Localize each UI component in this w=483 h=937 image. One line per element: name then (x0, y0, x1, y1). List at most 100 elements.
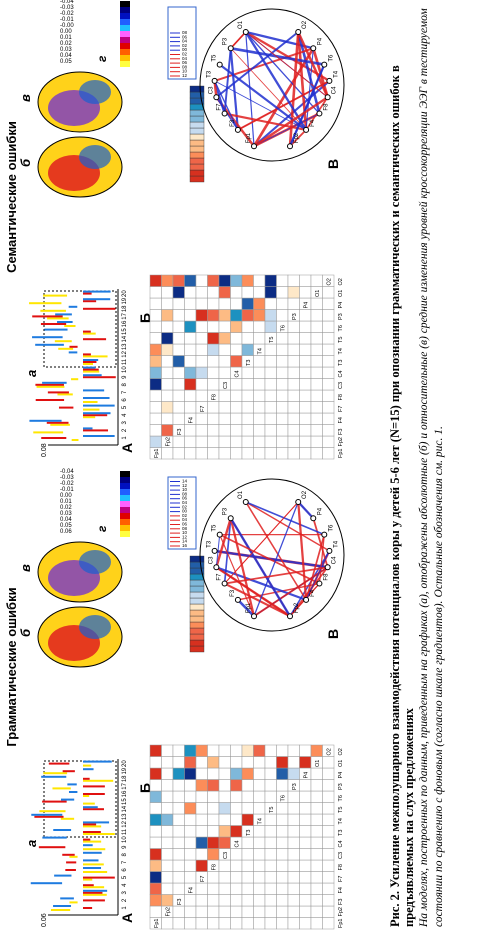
matrix-cell (230, 779, 243, 792)
scale-swatch (120, 525, 130, 531)
network-link (219, 533, 320, 585)
legend-label: 14 (182, 539, 188, 544)
bar-decor (83, 876, 115, 879)
network-link (253, 113, 320, 147)
legend-label: 04 (182, 56, 188, 61)
bar-decor (47, 317, 69, 320)
matrix-cell (253, 355, 266, 368)
bar-decor (83, 290, 111, 293)
gradient-swatch (189, 85, 205, 93)
matrix-cell (218, 882, 231, 895)
scale-label: 0.01 (60, 499, 72, 505)
matrix-cell (299, 355, 312, 368)
bar-decor (48, 762, 70, 765)
matrix-cell (253, 274, 266, 287)
matrix-cell (264, 905, 277, 918)
matrix-label: Fp2 (338, 907, 344, 916)
scale-label: 0.04 (60, 53, 72, 59)
scale-swatch (120, 43, 130, 49)
bar-decor (83, 412, 111, 415)
node (324, 564, 331, 571)
matrix-cell (310, 366, 323, 379)
matrix-cell (287, 756, 300, 769)
matrix-label: F4 (338, 417, 344, 423)
bar-decor (53, 905, 72, 907)
matrix-cell (299, 412, 312, 425)
matrix-cell (230, 882, 243, 895)
bar-decor (83, 863, 104, 866)
node (234, 126, 241, 133)
scale-swatch (120, 31, 130, 37)
x-tick-label: 15 (122, 328, 128, 335)
bar-decor (83, 397, 110, 399)
node-label: P3 (223, 507, 229, 515)
matrix-cell (218, 274, 231, 287)
matrix-cell (253, 366, 266, 379)
node-label: F4 (310, 589, 316, 597)
matrix-label: Fp2 (166, 437, 172, 446)
matrix-cell (207, 378, 220, 391)
bar-decor (35, 383, 64, 386)
bar-decor (83, 332, 96, 335)
matrix-cell (149, 825, 162, 838)
matrix-cell (287, 813, 300, 826)
matrix-cell (149, 767, 162, 780)
matrix-cell (149, 790, 162, 803)
matrix-cell (276, 332, 289, 345)
scale-swatch (120, 7, 130, 13)
matrix-label: C3 (223, 382, 229, 389)
matrix-cell (299, 756, 312, 769)
matrix-cell (184, 825, 197, 838)
matrix-cell (322, 389, 335, 402)
bar-decor (58, 347, 74, 350)
x-tick-label: 3 (122, 890, 128, 894)
matrix-cell (241, 836, 254, 849)
matrix-cell (184, 320, 197, 333)
matrix-label: P4 (304, 772, 310, 779)
matrix-cell (299, 882, 312, 895)
network-link (219, 534, 255, 617)
bar-decor (65, 869, 76, 871)
matrix-cell (184, 286, 197, 299)
matrix-cell (161, 836, 174, 849)
x-tick-label: 15 (122, 798, 128, 805)
matrix-cell (264, 435, 277, 448)
legend-label: 02 (182, 513, 188, 518)
matrix-label: T5 (269, 807, 275, 813)
bar-decor (83, 429, 109, 432)
matrix-cell (253, 905, 266, 918)
matrix-cell (299, 779, 312, 792)
matrix-label: T4 (258, 348, 264, 354)
matrix-label: T6 (281, 795, 287, 801)
matrix-cell (184, 332, 197, 345)
matrix-cell (161, 412, 174, 425)
head-zone (79, 80, 111, 104)
matrix-cell (207, 286, 220, 299)
matrix-cell (276, 366, 289, 379)
matrix-cell (310, 332, 323, 345)
matrix-label: F3 (338, 429, 344, 435)
matrix-cell (218, 917, 231, 930)
matrix-cell (299, 378, 312, 391)
bar-decor (83, 779, 114, 782)
scale-label: 0.03 (60, 47, 72, 53)
x-tick-label: 19 (122, 767, 128, 774)
matrix-cell (322, 332, 335, 345)
matrix-cell (149, 424, 162, 437)
matrix-cell (218, 859, 231, 872)
scale-swatch (120, 25, 130, 31)
matrix-cell (264, 297, 277, 310)
x-tick-label: 16 (122, 790, 128, 797)
matrix-cell (184, 744, 197, 757)
matrix-cell (276, 424, 289, 437)
matrix-label: P3 (338, 313, 344, 320)
matrix-label: P3 (292, 313, 298, 320)
network-link (288, 31, 300, 147)
node (287, 613, 293, 620)
matrix-cell (149, 813, 162, 826)
matrix-cell (241, 366, 254, 379)
matrix-cell (287, 767, 300, 780)
matrix-cell (287, 286, 300, 299)
matrix-cell (184, 859, 197, 872)
